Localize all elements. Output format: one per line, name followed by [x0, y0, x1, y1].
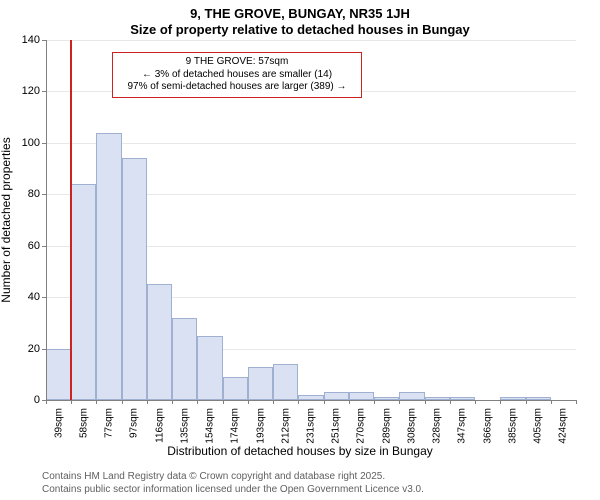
histogram-bar — [96, 133, 121, 400]
ytick-label: 0 — [10, 394, 40, 406]
ytick-label: 40 — [10, 291, 40, 303]
xtick-label: 251sqm — [331, 408, 342, 444]
marker-line — [70, 40, 72, 400]
histogram-bar — [147, 284, 172, 400]
grid-line — [46, 40, 576, 41]
x-axis-line — [46, 400, 576, 401]
xtick-label: 154sqm — [205, 408, 216, 444]
histogram-bar — [349, 392, 374, 400]
xtick-mark — [576, 400, 577, 404]
chart-title-line2: Size of property relative to detached ho… — [0, 22, 600, 37]
footer-line2: Contains public sector information licen… — [42, 484, 424, 497]
annotation-line: ← 3% of detached houses are smaller (14) — [119, 69, 355, 82]
xtick-label: 97sqm — [129, 408, 140, 438]
histogram-bar — [122, 158, 147, 400]
annotation-line: 97% of semi-detached houses are larger (… — [119, 81, 355, 94]
xtick-label: 328sqm — [432, 408, 443, 444]
annotation-line: 9 THE GROVE: 57sqm — [119, 56, 355, 69]
footer-line1: Contains HM Land Registry data © Crown c… — [42, 471, 424, 484]
chart-title-line1: 9, THE GROVE, BUNGAY, NR35 1JH — [0, 6, 600, 21]
xtick-label: 116sqm — [154, 408, 165, 443]
xtick-label: 289sqm — [381, 408, 392, 444]
ytick-label: 140 — [10, 34, 40, 46]
xtick-label: 270sqm — [356, 408, 367, 444]
xtick-label: 212sqm — [280, 408, 291, 444]
ytick-label: 100 — [10, 137, 40, 149]
ytick-label: 80 — [10, 188, 40, 200]
xtick-label: 135sqm — [179, 408, 190, 444]
xtick-label: 77sqm — [104, 408, 115, 438]
xtick-label: 424sqm — [558, 408, 569, 444]
histogram-bar — [46, 349, 71, 400]
plot-area: 02040608010012014039sqm58sqm77sqm97sqm11… — [46, 40, 576, 400]
xtick-label: 58sqm — [78, 408, 89, 438]
xtick-label: 193sqm — [255, 408, 266, 444]
chart-container: 9, THE GROVE, BUNGAY, NR35 1JH Size of p… — [0, 0, 600, 500]
xtick-label: 347sqm — [457, 408, 468, 444]
histogram-bar — [399, 392, 424, 400]
y-axis-line — [46, 40, 47, 400]
histogram-bar — [248, 367, 273, 400]
ytick-label: 20 — [10, 343, 40, 355]
histogram-bar — [273, 364, 298, 400]
x-axis-label: Distribution of detached houses by size … — [0, 444, 600, 458]
histogram-bar — [172, 318, 197, 400]
xtick-label: 385sqm — [507, 408, 518, 444]
grid-line — [46, 143, 576, 144]
xtick-label: 308sqm — [406, 408, 417, 444]
xtick-label: 366sqm — [482, 408, 493, 444]
histogram-bar — [324, 392, 349, 400]
xtick-label: 231sqm — [306, 408, 317, 444]
xtick-label: 174sqm — [230, 408, 241, 444]
ytick-label: 60 — [10, 240, 40, 252]
annotation-box: 9 THE GROVE: 57sqm← 3% of detached house… — [112, 52, 362, 98]
histogram-bar — [197, 336, 222, 400]
footer-attribution: Contains HM Land Registry data © Crown c… — [42, 471, 424, 496]
histogram-bar — [71, 184, 96, 400]
ytick-label: 120 — [10, 85, 40, 97]
xtick-label: 405sqm — [533, 408, 544, 444]
xtick-label: 39sqm — [53, 408, 64, 438]
histogram-bar — [223, 377, 248, 400]
y-axis-label: Number of detached properties — [0, 137, 13, 302]
